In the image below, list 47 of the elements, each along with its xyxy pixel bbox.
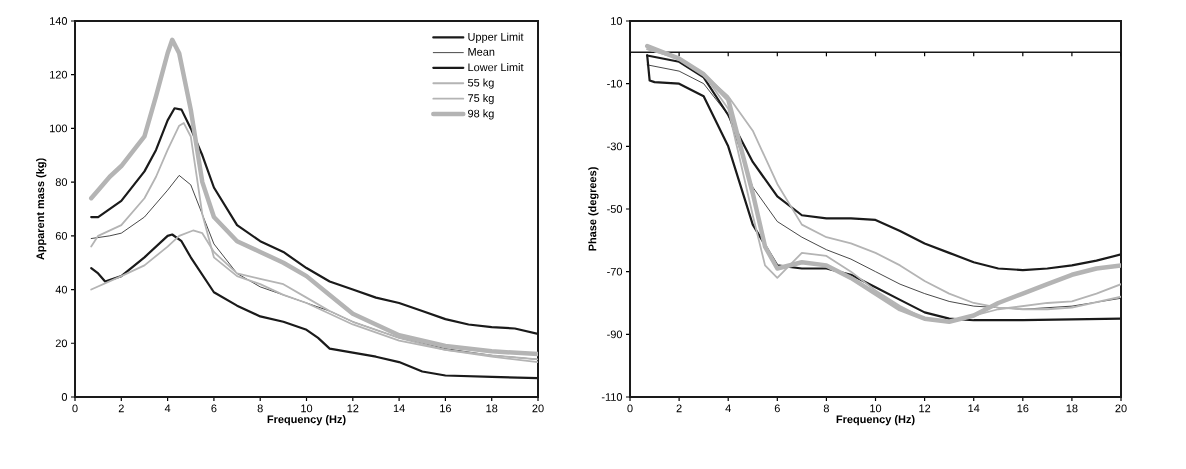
y-tick-label: 120 [50, 70, 68, 79]
legend-label: Upper Limit [468, 32, 524, 43]
x-tick-label: 0 [72, 404, 78, 413]
x-tick-label: 20 [532, 404, 544, 413]
x-tick-label: 18 [486, 404, 498, 413]
legend-label: 98 kg [468, 109, 494, 120]
y-tick-label: 100 [50, 124, 68, 133]
legend-label: 75 kg [468, 93, 494, 105]
y-tick-label: -10 [607, 79, 623, 88]
y-tick-label: -50 [607, 205, 623, 213]
y-tick-label: 0 [61, 393, 68, 401]
x-tick-label: 10 [870, 404, 882, 413]
y-tick-label: -90 [607, 330, 623, 339]
x-tick-label: 20 [1115, 404, 1127, 413]
x-tick-label: 6 [774, 404, 780, 413]
y-tick-label: 80 [55, 178, 68, 187]
legend-label: Lower Limit [468, 63, 524, 72]
y-tick-label: -70 [607, 267, 623, 276]
legend-label: Mean [468, 48, 495, 56]
x-axis-title: Frequency (Hz) [267, 415, 346, 426]
x-tick-label: 14 [393, 404, 405, 413]
x-tick-label: 10 [301, 404, 313, 413]
x-tick-label: 4 [725, 404, 731, 413]
x-tick-label: 2 [118, 404, 124, 413]
x-tick-label: 16 [1017, 404, 1029, 413]
y-tick-label: -110 [601, 393, 623, 401]
y-tick-label: -30 [607, 142, 623, 151]
x-axis-title: Frequency (Hz) [836, 415, 915, 426]
x-tick-label: 12 [919, 404, 931, 413]
x-tick-label: 0 [627, 404, 633, 413]
y-tick-label: 10 [611, 17, 623, 25]
y-tick-label: 20 [55, 339, 68, 348]
y-axis-title: Phase (degrees) [588, 167, 599, 251]
y-tick-label: 40 [55, 285, 68, 294]
x-tick-label: 12 [347, 404, 359, 413]
y-axis-title: Apparent mass (kg) [36, 158, 47, 260]
x-tick-label: 18 [1066, 404, 1078, 413]
x-tick-label: 14 [968, 404, 980, 413]
x-tick-label: 16 [440, 404, 452, 413]
x-tick-label: 2 [676, 404, 682, 413]
y-tick-label: 140 [50, 17, 68, 25]
x-tick-label: 8 [823, 404, 829, 413]
x-tick-label: 8 [257, 404, 263, 413]
x-tick-label: 4 [164, 404, 171, 413]
legend-label: 55 kg [467, 78, 494, 89]
y-tick-label: 60 [55, 231, 68, 240]
x-tick-label: 6 [211, 404, 217, 413]
